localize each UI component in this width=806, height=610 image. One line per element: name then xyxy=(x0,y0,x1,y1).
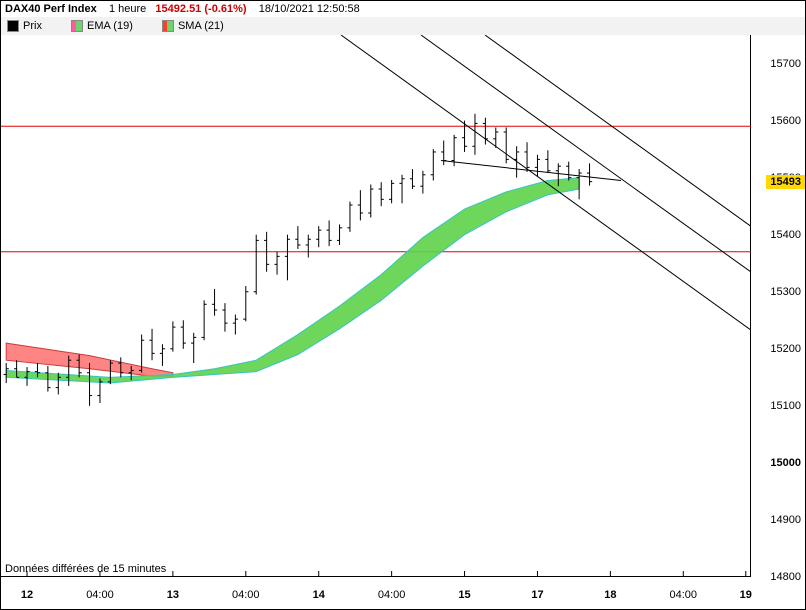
y-tick-label: 14900 xyxy=(770,514,801,526)
current-price-tag: 15493 xyxy=(766,175,805,189)
x-tick-label: 18 xyxy=(604,589,616,601)
delayed-data-note: Données différées de 15 minutes xyxy=(5,563,166,575)
swatch-ema-icon xyxy=(71,20,83,32)
chart-frame: DAX40 Perf Index 1 heure 15492.51 (-0.61… xyxy=(0,0,806,610)
swatch-sma-icon xyxy=(162,20,174,32)
x-tick-label: 19 xyxy=(740,589,752,601)
last-price: 15492.51 xyxy=(155,3,201,15)
swatch-prix-icon xyxy=(7,20,19,32)
y-tick-label: 15600 xyxy=(770,115,801,127)
instrument-title: DAX40 Perf Index xyxy=(5,3,97,15)
x-tick-label: 13 xyxy=(167,589,179,601)
x-tick-label: 12 xyxy=(21,589,33,601)
y-tick-label: 15100 xyxy=(770,400,801,412)
plot-area[interactable] xyxy=(1,35,751,577)
x-tick-label: 04:00 xyxy=(232,589,260,601)
legend-bar: Prix EMA (19) SMA (21) xyxy=(1,17,805,35)
y-tick-label: 15200 xyxy=(770,343,801,355)
x-tick-label: 17 xyxy=(531,589,543,601)
y-tick-label: 15300 xyxy=(770,286,801,298)
x-tick-label: 14 xyxy=(313,589,325,601)
legend-item-ema: EMA (19) xyxy=(71,20,136,32)
y-tick-label: 15400 xyxy=(770,229,801,241)
x-tick-label: 15 xyxy=(458,589,470,601)
legend-item-sma: SMA (21) xyxy=(162,20,224,32)
x-tick-label: 04:00 xyxy=(86,589,114,601)
legend-item-prix: Prix xyxy=(7,20,45,32)
y-tick-label: 14800 xyxy=(770,571,801,583)
y-tick-label: 15000 xyxy=(770,457,801,469)
interval-label: 1 heure xyxy=(109,3,146,15)
y-axis: 1480014900150001510015200153001540015500… xyxy=(749,35,805,577)
header-datetime: 18/10/2021 12:50:58 xyxy=(259,3,360,15)
chart-svg xyxy=(1,35,751,577)
chart-header: DAX40 Perf Index 1 heure 15492.51 (-0.61… xyxy=(1,1,805,17)
x-tick-label: 04:00 xyxy=(378,589,406,601)
y-tick-label: 15700 xyxy=(770,58,801,70)
change-pct: (-0.61%) xyxy=(204,3,246,15)
x-tick-label: 04:00 xyxy=(670,589,698,601)
